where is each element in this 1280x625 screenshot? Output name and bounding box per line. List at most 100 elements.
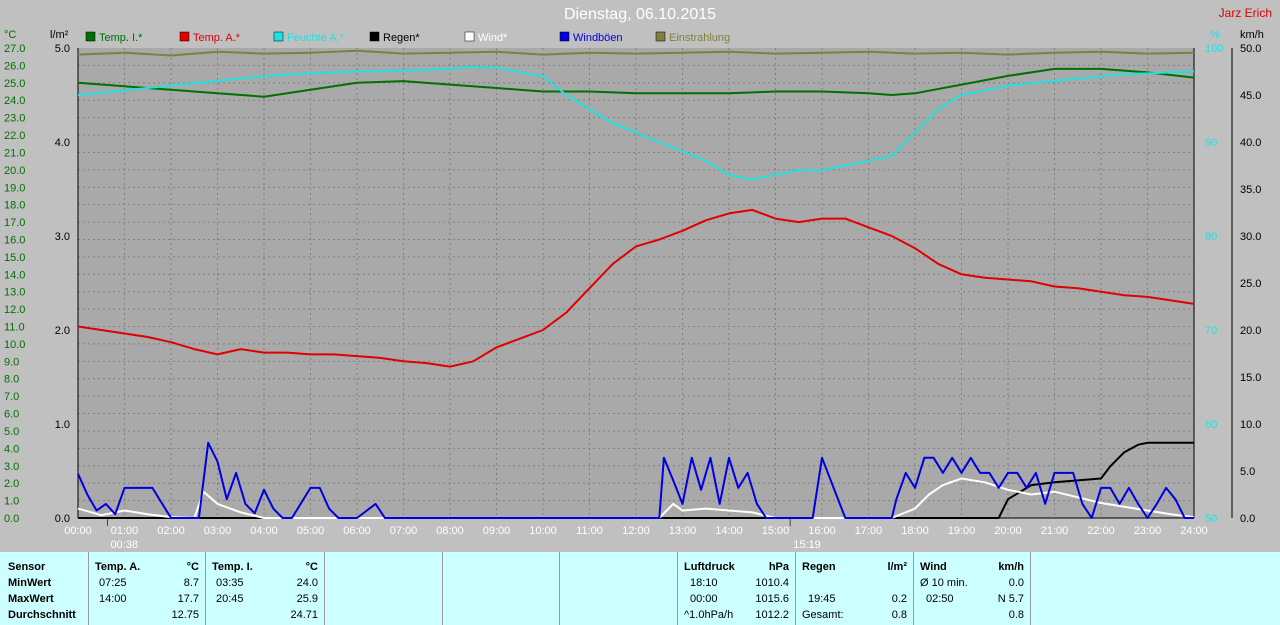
temp-tick-label: 0.0 — [4, 513, 19, 525]
time-tick-label: 10:00 — [529, 525, 557, 537]
wind-tick-label: 5.0 — [1240, 466, 1255, 478]
pressure-min-value: 1010.4 — [755, 577, 789, 589]
temp-tick-label: 24.0 — [4, 95, 25, 107]
time-tick-label: 04:00 — [250, 525, 278, 537]
series-line-einstrahlung — [77, 49, 1195, 57]
pressure-min-time: 18:10 — [690, 577, 718, 589]
legend-swatch — [369, 31, 380, 42]
time-tick-label: 17:00 — [855, 525, 883, 537]
time-tick-label: 12:00 — [622, 525, 650, 537]
chart-svg: 0.0 1.0 2.0 3.0 4.0 5.0 6.0 7.0 8.0 9.0 10.0 11.0 12… — [4, 29, 1264, 551]
pressure-trend-label: ^1.0hPa/h — [684, 609, 734, 621]
wind-tick-label: 25.0 — [1240, 278, 1261, 290]
legend-label: Einstrahlung — [669, 32, 730, 44]
temp-tick-label: 25.0 — [4, 78, 25, 90]
temp-a-max-time: 14:00 — [99, 593, 127, 605]
wind-tick-label: 35.0 — [1240, 184, 1261, 196]
time-tick-label: 00:00 — [64, 525, 92, 537]
time-tick-label: 16:00 — [808, 525, 836, 537]
legend-swatch — [464, 31, 475, 42]
legend-label: Wind* — [478, 32, 508, 44]
legend-label: Regen* — [383, 32, 420, 44]
stats-col-wind: Wind km/h Ø 10 min. 0.0 02:50 N 5.7 0.8 — [914, 552, 1031, 625]
rain-tick-label: 0.0 — [55, 513, 70, 525]
temp-tick-label: 9.0 — [4, 356, 19, 368]
temp-i-header: Temp. I. — [212, 561, 253, 573]
stats-col-temp-i: Temp. I. °C 03:35 24.0 20:45 25.9 24.71 — [206, 552, 325, 625]
wind-unit: km/h — [998, 561, 1024, 573]
time-tick-label: 14:00 — [715, 525, 743, 537]
stats-col-empty-1 — [325, 552, 443, 625]
legend-label: Windböen — [573, 32, 623, 44]
wind-tick-label: 50.0 — [1240, 43, 1261, 55]
temp-tick-label: 20.0 — [4, 165, 25, 177]
time-tick-label: 11:00 — [576, 525, 603, 537]
series-line-feuchte-a — [77, 65, 1195, 181]
temp-unit-label: °C — [4, 29, 16, 41]
stats-col-empty-3 — [560, 552, 678, 625]
temp-tick-label: 6.0 — [4, 409, 19, 421]
temp-tick-label: 18.0 — [4, 200, 25, 212]
time-tick-label: 02:00 — [157, 525, 185, 537]
humidity-tick-label: 90 — [1205, 137, 1217, 149]
legend: Temp. I.* Temp. A.* Feuchte A.* Regen* Wind*… — [85, 31, 730, 44]
series-line-wind — [77, 477, 1195, 519]
temp-tick-label: 3.0 — [4, 461, 19, 473]
temp-i-unit: °C — [305, 561, 318, 573]
series — [77, 49, 1195, 519]
stats-col-sensor: Sensor MinWert MaxWert Durchschnitt — [0, 552, 89, 625]
wind-tick-label: 30.0 — [1240, 231, 1261, 243]
temp-a-min-time: 07:25 — [99, 577, 127, 589]
stats-col-temp-a: Temp. A. °C 07:25 8.7 14:00 17.7 12.75 — [89, 552, 206, 625]
legend-swatch — [85, 31, 96, 42]
time-tick-label: 09:00 — [483, 525, 511, 537]
stats-col-rain: Regen l/m² 19:45 0.2 Gesamt: 0.8 — [796, 552, 914, 625]
wind-tick-label: 40.0 — [1240, 137, 1261, 149]
sensor-header: Sensor — [8, 561, 46, 573]
rain-tick-label: 4.0 — [55, 137, 70, 149]
row-avg-label: Durchschnitt — [8, 609, 76, 621]
temp-tick-label: 15.0 — [4, 252, 25, 264]
humidity-tick-label: 80 — [1205, 231, 1217, 243]
temp-a-max-value: 17.7 — [177, 593, 199, 605]
time-tick-label: 18:00 — [901, 525, 929, 537]
humidity-tick-label: 60 — [1205, 419, 1217, 431]
series-line-windb-en — [77, 441, 1194, 519]
temp-a-avg: 12.75 — [171, 609, 199, 621]
temp-tick-label: 5.0 — [4, 426, 19, 438]
stats-col-empty-2 — [443, 552, 560, 625]
chart-title: Dienstag, 06.10.2015 — [563, 6, 717, 23]
legend-swatch — [655, 31, 666, 42]
wind-min-label: Ø 10 min. — [920, 577, 968, 589]
temp-tick-label: 27.0 — [4, 43, 25, 55]
rain-unit: l/m² — [887, 561, 907, 573]
rain-header: Regen — [802, 561, 836, 573]
row-max-label: MaxWert — [8, 593, 54, 605]
temp-a-min-value: 8.7 — [183, 577, 199, 589]
wind-tick-label: 10.0 — [1240, 419, 1261, 431]
time-tick-label: 07:00 — [390, 525, 418, 537]
wind-unit-label: km/h — [1240, 29, 1264, 41]
grid — [78, 48, 1194, 518]
legend-swatch — [179, 31, 190, 42]
rain-tick-label: 5.0 — [55, 43, 70, 55]
series-line-regen — [78, 441, 1194, 519]
time-tick-label: 13:00 — [669, 525, 697, 537]
temp-i-max-value: 25.9 — [296, 593, 318, 605]
series-line-temp-a — [77, 208, 1195, 368]
time-tick-label: 03:00 — [204, 525, 232, 537]
wind-tick-label: 15.0 — [1240, 372, 1261, 384]
temp-tick-label: 21.0 — [4, 147, 25, 159]
stats-col-pressure: Luftdruck hPa 18:10 1010.4 00:00 1015.6 … — [678, 552, 796, 625]
wind-header: Wind — [920, 561, 947, 573]
time-tick-label: 21:00 — [1041, 525, 1069, 537]
humidity-tick-label: 50 — [1205, 513, 1217, 525]
temp-tick-label: 4.0 — [4, 443, 19, 455]
rain-max-value: 0.2 — [891, 593, 907, 605]
pressure-header: Luftdruck — [684, 561, 735, 573]
temp-tick-label: 17.0 — [4, 217, 25, 229]
series-line-temp-i — [77, 67, 1195, 98]
time-tick-label: 20:00 — [994, 525, 1022, 537]
time-tick-label: 08:00 — [436, 525, 464, 537]
temp-tick-label: 8.0 — [4, 374, 19, 386]
